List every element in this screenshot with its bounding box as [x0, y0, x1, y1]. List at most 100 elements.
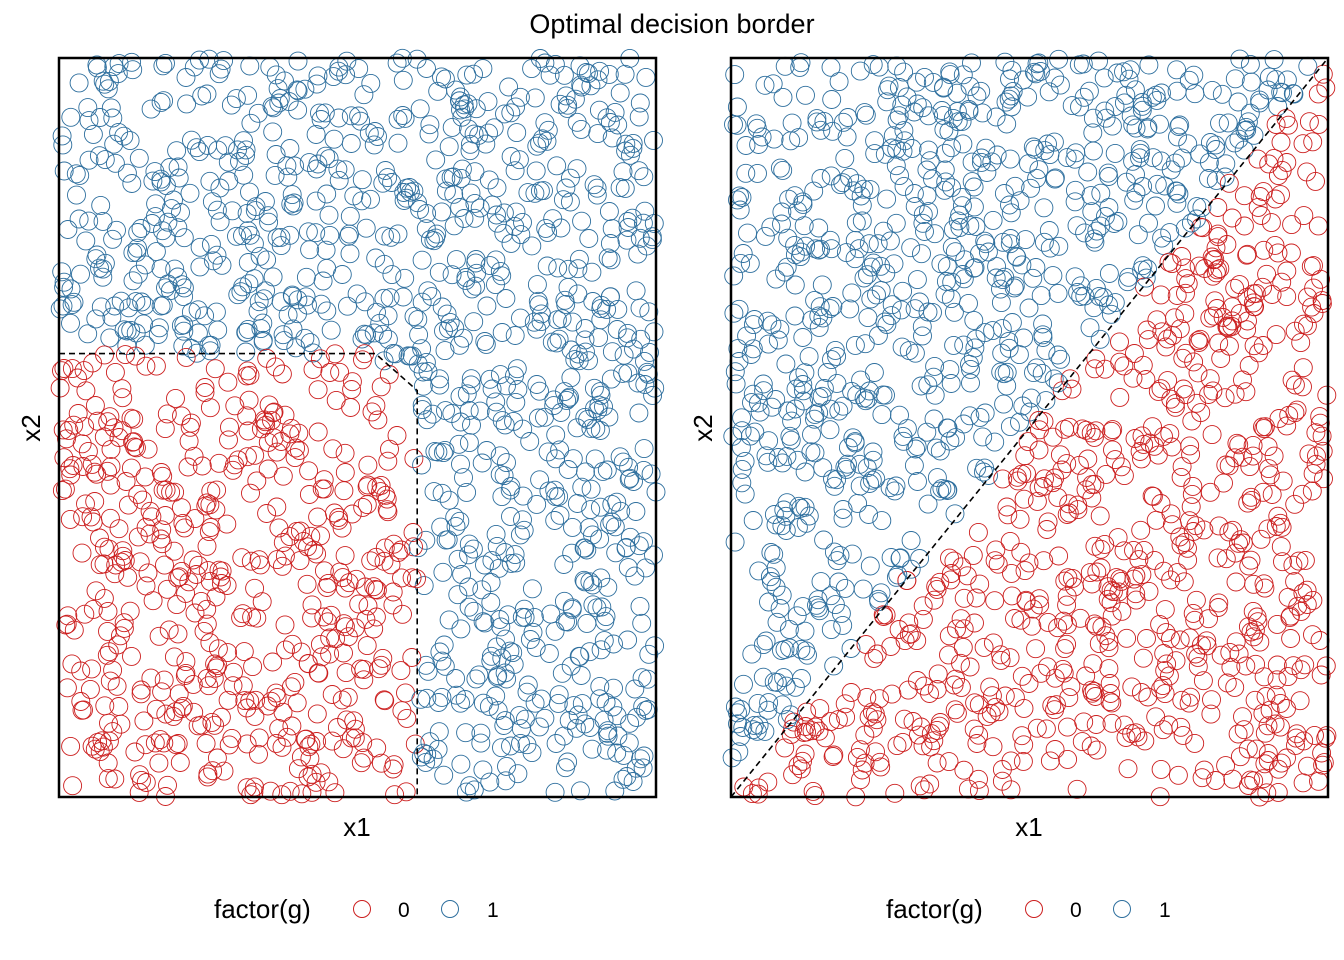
point-class-0	[199, 522, 219, 542]
point-class-0	[168, 568, 188, 588]
point-class-0	[1114, 541, 1134, 561]
point-class-0	[1077, 468, 1097, 487]
point-class-1	[880, 231, 900, 251]
point-class-1	[260, 57, 280, 77]
point-class-1	[324, 67, 343, 87]
point-class-0	[353, 733, 373, 753]
point-class-0	[1272, 272, 1292, 292]
point-class-1	[766, 269, 786, 289]
point-class-0	[1282, 370, 1302, 390]
point-class-0	[969, 725, 989, 745]
point-class-1	[811, 239, 830, 259]
point-class-1	[1206, 140, 1226, 159]
point-class-0	[364, 619, 384, 639]
point-class-1	[1062, 96, 1082, 116]
point-class-1	[616, 141, 636, 161]
point-class-0	[247, 471, 267, 491]
point-class-0	[176, 652, 196, 672]
point-class-1	[644, 322, 664, 342]
point-class-1	[875, 144, 895, 164]
point-class-0	[121, 458, 141, 478]
point-class-0	[152, 682, 172, 702]
point-class-0	[252, 592, 272, 612]
point-class-1	[250, 246, 270, 266]
point-class-1	[525, 183, 545, 203]
point-class-1	[631, 749, 651, 769]
point-class-1	[190, 257, 210, 277]
point-class-0	[1011, 610, 1031, 630]
point-class-1	[756, 631, 776, 651]
point-class-0	[384, 534, 404, 554]
point-class-0	[76, 381, 96, 401]
point-class-1	[1138, 259, 1157, 279]
point-class-1	[253, 332, 273, 352]
point-class-0	[156, 704, 176, 724]
point-class-0	[292, 784, 312, 804]
point-class-0	[282, 716, 302, 736]
point-class-1	[837, 127, 857, 147]
point-class-0	[1278, 587, 1298, 607]
point-class-1	[511, 308, 530, 328]
point-class-1	[1116, 85, 1136, 105]
point-class-1	[772, 453, 792, 473]
point-class-0	[1299, 112, 1319, 132]
point-class-1	[95, 150, 115, 170]
point-class-1	[511, 733, 530, 753]
point-class-0	[1052, 460, 1072, 480]
point-class-1	[961, 373, 980, 393]
point-class-0	[309, 663, 329, 683]
point-class-1	[786, 379, 806, 399]
point-class-0	[208, 639, 228, 659]
point-class-1	[464, 64, 483, 84]
point-class-1	[1283, 84, 1303, 104]
point-class-0	[206, 587, 226, 607]
point-class-1	[476, 334, 496, 354]
point-class-1	[556, 294, 576, 314]
point-class-0	[1233, 707, 1252, 727]
point-class-0	[1124, 540, 1143, 560]
x-axis-label-left: x1	[343, 812, 370, 842]
point-class-1	[1023, 268, 1043, 288]
point-class-1	[583, 292, 603, 311]
point-class-1	[872, 405, 892, 425]
point-class-0	[219, 430, 238, 450]
point-class-0	[1219, 336, 1239, 356]
point-class-0	[402, 568, 422, 588]
point-class-0	[1243, 435, 1263, 455]
point-class-0	[114, 613, 134, 633]
point-class-0	[1243, 446, 1263, 466]
point-class-1	[299, 153, 319, 173]
point-class-1	[878, 80, 898, 100]
point-class-0	[164, 647, 184, 667]
legend-right: factor(g) 0 1	[886, 894, 1171, 924]
point-class-1	[644, 130, 663, 150]
point-class-0	[197, 614, 217, 634]
point-class-1	[569, 249, 589, 269]
point-class-0	[1266, 325, 1286, 345]
point-class-1	[583, 575, 603, 595]
point-class-1	[412, 339, 432, 359]
point-class-0	[129, 782, 149, 802]
point-class-1	[1086, 278, 1106, 298]
point-class-1	[762, 397, 782, 417]
point-class-0	[1310, 631, 1330, 650]
point-class-0	[1199, 385, 1219, 404]
point-class-1	[799, 347, 819, 367]
point-class-0	[259, 395, 279, 415]
point-class-0	[1086, 349, 1106, 369]
point-class-1	[123, 243, 143, 263]
point-class-1	[487, 536, 507, 556]
point-class-1	[960, 354, 979, 374]
point-class-0	[393, 604, 412, 624]
point-class-1	[300, 333, 320, 353]
point-class-1	[151, 172, 171, 192]
point-class-0	[100, 671, 120, 691]
point-class-0	[1223, 769, 1243, 789]
point-class-1	[154, 91, 174, 111]
point-class-1	[760, 567, 780, 587]
point-class-0	[1265, 189, 1285, 209]
point-class-1	[801, 442, 821, 462]
point-class-0	[170, 753, 190, 772]
point-class-1	[93, 267, 113, 287]
point-class-1	[525, 693, 545, 713]
